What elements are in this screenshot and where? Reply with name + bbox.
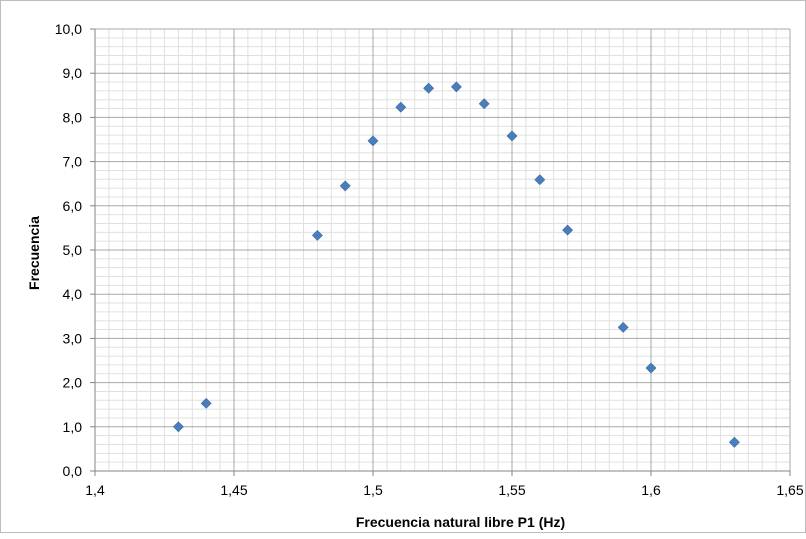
- data-point: [562, 224, 574, 236]
- data-point: [311, 229, 323, 241]
- x-axis-title: Frecuencia natural libre P1 (Hz): [356, 514, 565, 530]
- x-tick-label: 1,65: [776, 482, 803, 498]
- y-tick-label: 6,0: [63, 198, 83, 214]
- x-tick-label: 1,4: [85, 482, 105, 498]
- y-tick-label: 4,0: [63, 286, 83, 302]
- data-point: [728, 436, 740, 448]
- data-point: [478, 98, 490, 110]
- y-tick-label: 1,0: [63, 419, 83, 435]
- y-tick-labels: 0,0 1,0 2,0 3,0 4,0 5,0 6,0 7,0 8,0 9,0 10,0: [55, 21, 82, 479]
- x-tick-labels: 1,4 1,45 1,5 1,55 1,6 1,65: [85, 482, 804, 498]
- data-point: [450, 81, 462, 93]
- y-axis-title: Frecuencia: [26, 216, 42, 290]
- y-tick-label: 3,0: [63, 330, 83, 346]
- y-tick-label: 5,0: [63, 242, 83, 258]
- data-point: [534, 174, 546, 186]
- data-point: [506, 130, 518, 142]
- x-tick-label: 1,55: [498, 482, 525, 498]
- data-point: [367, 135, 379, 147]
- data-points: [172, 81, 740, 448]
- data-point: [617, 321, 629, 333]
- data-point: [645, 362, 657, 374]
- x-tick-label: 1,6: [641, 482, 661, 498]
- y-tick-label: 0,0: [63, 463, 83, 479]
- y-tick-label: 7,0: [63, 154, 83, 170]
- axes: [90, 28, 791, 476]
- data-point: [200, 397, 212, 409]
- x-tick-label: 1,5: [363, 482, 383, 498]
- data-point: [339, 180, 351, 192]
- data-point: [423, 82, 435, 94]
- y-tick-label: 8,0: [63, 109, 83, 125]
- y-tick-label: 10,0: [55, 21, 82, 37]
- x-tick-label: 1,45: [220, 482, 247, 498]
- major-gridlines: [95, 28, 791, 471]
- y-tick-label: 9,0: [63, 65, 83, 81]
- data-point: [395, 101, 407, 113]
- data-point: [172, 421, 184, 433]
- y-tick-label: 2,0: [63, 375, 83, 391]
